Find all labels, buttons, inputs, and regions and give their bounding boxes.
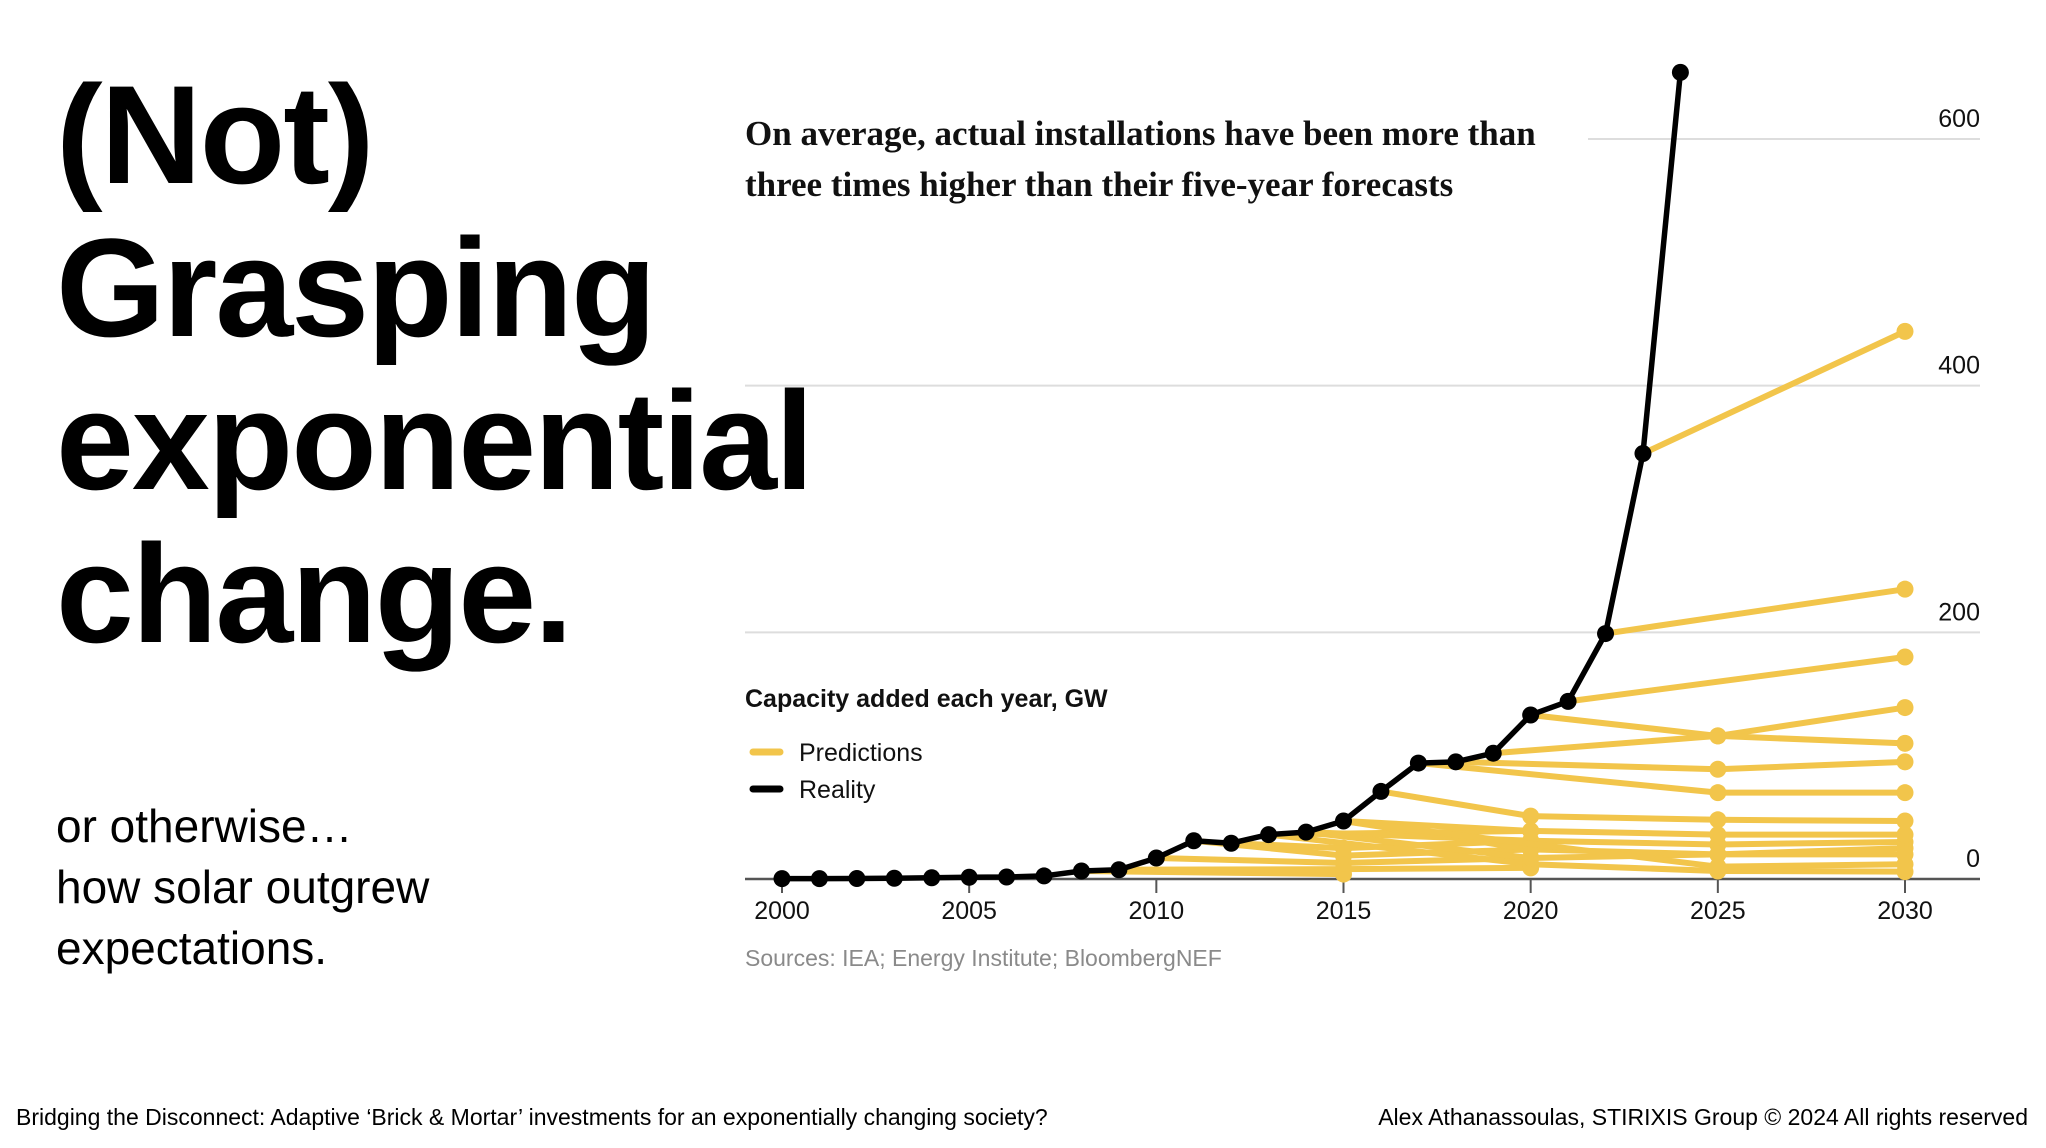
footer-copyright: Alex Athanassoulas, STIRIXIS Group © 202… <box>1378 1104 2028 1130</box>
prediction-line <box>1340 818 1908 838</box>
prediction-point <box>1522 807 1540 825</box>
prediction-point <box>1896 784 1914 802</box>
prediction-line <box>1265 831 1908 875</box>
reality-series <box>773 63 1689 888</box>
chart-headline-line: On average, actual installations have be… <box>745 114 1536 153</box>
prediction-line <box>1639 328 1908 457</box>
reality-point <box>1297 823 1315 841</box>
x-axis: 2000 2005 2010 2015 2020 2025 2030 <box>745 877 1980 925</box>
prediction-point <box>1896 322 1914 340</box>
reality-point <box>1559 692 1577 710</box>
legend: Predictions Reality <box>749 739 923 804</box>
legend-title: Capacity added each year, GW <box>745 685 1108 713</box>
prediction-point <box>1709 760 1727 778</box>
y-tick-label: 200 <box>1938 598 1980 626</box>
gridlines: 0 200 400 600 <box>745 105 1980 873</box>
prediction-line <box>1452 758 1908 773</box>
x-tick-label: 2020 <box>1503 897 1559 925</box>
reality-point <box>1597 625 1615 643</box>
prediction-line <box>1490 704 1908 757</box>
reality-point <box>1035 867 1053 885</box>
x-tick-label: 2015 <box>1316 897 1372 925</box>
reality-point <box>1447 753 1465 771</box>
y-tick-label: 0 <box>1966 845 1980 873</box>
reality-point <box>1222 834 1240 852</box>
x-tick-label: 2010 <box>1129 897 1185 925</box>
x-tick-label: 2000 <box>754 897 810 925</box>
prediction-point <box>1709 727 1727 745</box>
prediction-point <box>1709 845 1727 863</box>
slide-subtitle: or otherwise… how solar outgrew expectat… <box>56 796 429 979</box>
subtitle-line: or otherwise… <box>56 800 353 852</box>
title-line: (Not) <box>56 56 374 213</box>
reality-point <box>1522 706 1540 724</box>
prediction-point <box>1709 826 1727 844</box>
title-line: Grasping <box>56 209 657 366</box>
reality-point <box>1372 782 1390 800</box>
prediction-line <box>1303 829 1908 848</box>
reality-point <box>998 868 1016 886</box>
reality-point <box>848 870 866 888</box>
prediction-point <box>1896 580 1914 598</box>
title-line: change. <box>56 515 573 672</box>
y-tick-label: 400 <box>1938 352 1980 380</box>
prediction-point <box>1896 734 1914 752</box>
x-tick-label: 2025 <box>1690 897 1746 925</box>
reality-point <box>1072 862 1090 880</box>
prediction-point <box>1709 784 1727 802</box>
prediction-point <box>1709 858 1727 876</box>
prediction-point <box>1709 811 1727 829</box>
reality-point <box>1335 812 1352 830</box>
prediction-series <box>1078 322 1914 883</box>
prediction-line <box>1602 586 1908 637</box>
reality-point <box>1634 445 1652 462</box>
reality-point <box>1110 861 1128 879</box>
prediction-point <box>1896 648 1914 666</box>
chart-headline-line: three times higher than their five-year … <box>745 165 1453 204</box>
reality-point <box>885 869 903 887</box>
prediction-point <box>1896 753 1914 771</box>
reality-point <box>773 870 791 888</box>
x-tick-label: 2005 <box>941 897 997 925</box>
legend-predictions-label: Predictions <box>799 739 923 767</box>
reality-point <box>960 868 978 886</box>
subtitle-line: how solar outgrew <box>56 861 430 913</box>
title-line: exponential <box>56 362 814 519</box>
prediction-line <box>1377 788 1908 825</box>
prediction-line <box>1115 864 1534 873</box>
prediction-point <box>1896 855 1914 873</box>
reality-point <box>923 869 941 887</box>
subtitle-line: expectations. <box>56 922 328 974</box>
prediction-point <box>1896 826 1914 844</box>
reality-point <box>1484 744 1502 762</box>
reality-point <box>1147 849 1165 867</box>
slide-title: (Not) Grasping exponential change. <box>56 56 814 672</box>
reality-point <box>810 870 828 888</box>
reality-point <box>1671 63 1689 81</box>
prediction-point <box>1522 822 1540 840</box>
reality-point <box>1185 832 1203 850</box>
reality-point <box>1409 754 1427 772</box>
footer-presentation-title: Bridging the Disconnect: Adaptive ‘Brick… <box>16 1104 1048 1130</box>
y-tick-label: 600 <box>1938 105 1980 133</box>
x-tick-label: 2030 <box>1877 897 1933 925</box>
reality-point <box>1260 826 1278 844</box>
prediction-point <box>1896 699 1914 717</box>
legend-reality-label: Reality <box>799 776 876 804</box>
prediction-line <box>1565 654 1908 705</box>
chart-source: Sources: IEA; Energy Institute; Bloomber… <box>745 945 1222 971</box>
prediction-point <box>1896 812 1914 830</box>
